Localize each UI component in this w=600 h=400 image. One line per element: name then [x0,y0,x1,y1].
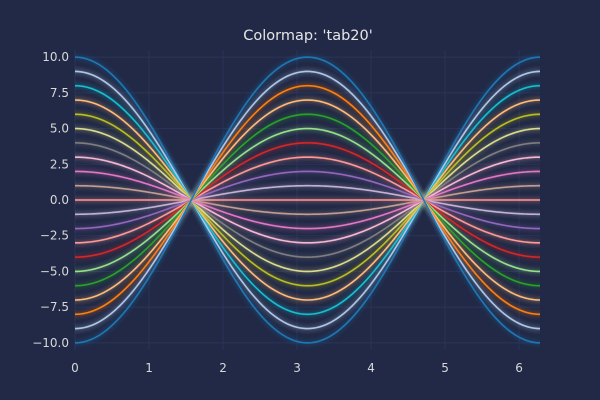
y-tick-label: 10.0 [42,50,69,64]
x-axis-ticks: 0 1 2 3 4 5 6 [71,361,523,375]
series-line-12 [75,170,540,230]
series-line-20 [75,56,540,344]
series-line-13 [75,156,540,244]
x-tick-label: 2 [219,361,227,375]
series-line-8 [75,170,540,230]
series-line-16 [75,113,540,287]
y-axis-ticks: −10.0 −7.5 −5.0 −2.5 0.0 2.5 5.0 7.5 10.0 [32,50,69,350]
chart-title: Colormap: 'tab20' [243,28,373,44]
x-tick-label: 3 [293,361,301,375]
x-tick-label: 4 [367,361,375,375]
series-line-5 [75,127,540,273]
series-line-0 [75,56,540,344]
series-line-4 [75,113,540,287]
series-layer [75,56,540,344]
x-tick-label: 6 [515,361,523,375]
x-tick-label: 0 [71,361,79,375]
y-tick-label: −10.0 [32,336,69,350]
series-line-7 [75,156,540,244]
y-tick-label: −7.5 [40,300,69,314]
series-line-9 [75,184,540,216]
y-tick-label: 7.5 [50,86,69,100]
y-tick-label: 2.5 [50,157,69,171]
series-line-18 [75,84,540,316]
y-tick-label: −5.0 [40,264,69,278]
series-line-11 [75,184,540,216]
y-tick-label: 5.0 [50,122,69,136]
series-line-3 [75,99,540,301]
series-line-15 [75,127,540,273]
x-tick-label: 5 [441,361,449,375]
series-line-17 [75,99,540,301]
series-line-14 [75,142,540,258]
series-line-1 [75,70,540,330]
series-line-6 [75,142,540,258]
series-line-19 [75,70,540,330]
y-tick-label: −2.5 [40,229,69,243]
x-tick-label: 1 [145,361,153,375]
y-tick-label: 0.0 [50,193,69,207]
series-line-2 [75,84,540,316]
